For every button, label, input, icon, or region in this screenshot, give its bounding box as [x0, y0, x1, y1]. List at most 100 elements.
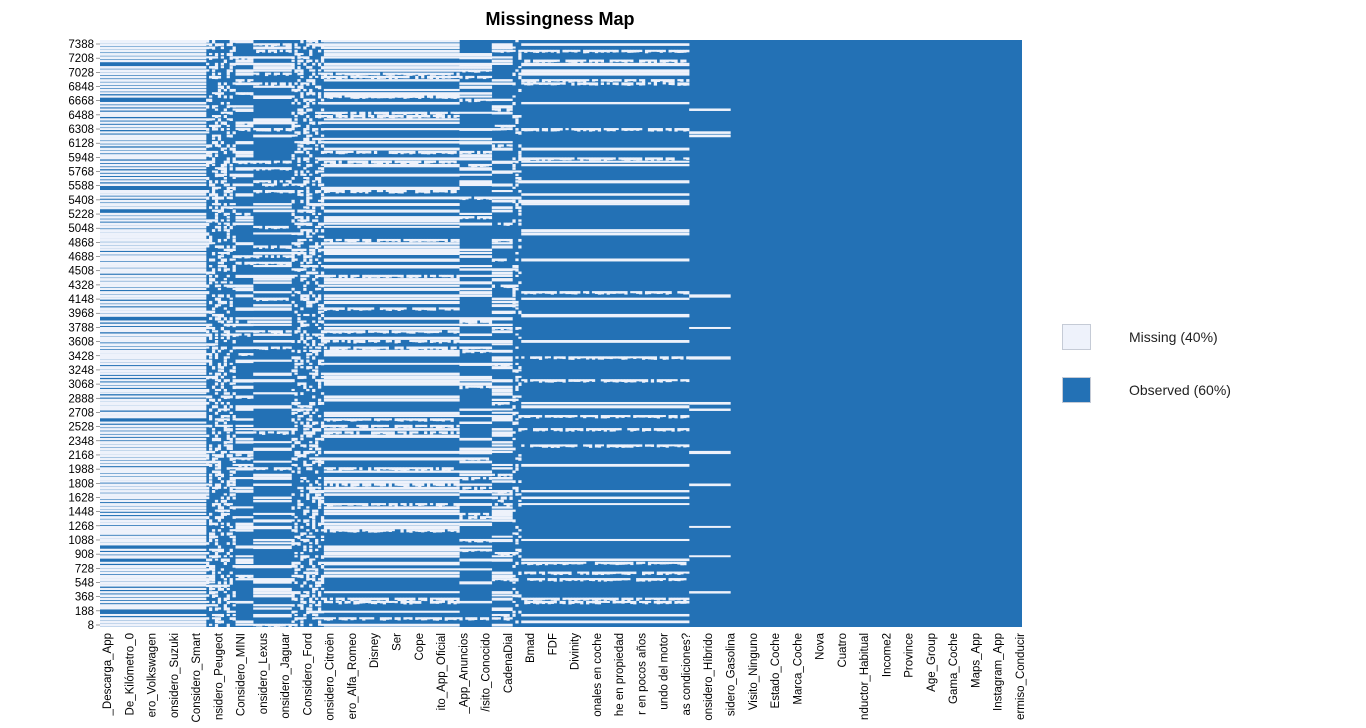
missing-cell — [612, 444, 616, 448]
missing-cell — [618, 600, 622, 604]
missing-cell — [376, 483, 381, 486]
missing-cell — [326, 190, 331, 193]
missing-cell — [594, 597, 599, 602]
missing-band — [303, 167, 307, 170]
missing-cell — [426, 72, 431, 75]
y-tick-label: 6668 — [68, 96, 94, 108]
missing-band — [226, 245, 230, 249]
missing-cell — [300, 532, 304, 536]
missing-band — [211, 600, 216, 604]
missing-band — [323, 284, 460, 287]
missing-cell — [235, 92, 239, 95]
missing-cell — [612, 49, 616, 53]
missing-cell — [385, 529, 389, 532]
missing-band — [208, 206, 213, 209]
missing-band — [312, 558, 316, 561]
missing-band — [300, 558, 304, 561]
missing-band — [100, 600, 207, 604]
missing-cell — [615, 128, 619, 131]
missing-cell — [270, 225, 275, 229]
missing-cell — [253, 160, 257, 164]
missing-band — [309, 623, 313, 627]
missing-cell — [211, 398, 216, 402]
missing-cell — [365, 307, 369, 311]
missing-cell — [665, 444, 669, 448]
missing-band — [217, 418, 222, 422]
missing-band — [294, 170, 298, 174]
missing-cell — [379, 95, 384, 99]
missing-cell — [591, 157, 596, 161]
missing-cell — [412, 346, 416, 351]
missing-cell — [494, 617, 498, 620]
missing-cell — [256, 346, 260, 350]
missing-cell — [424, 330, 428, 334]
missing-cell — [220, 366, 225, 369]
missing-band — [317, 604, 322, 607]
missing-band — [100, 212, 207, 216]
missing-cell — [671, 597, 675, 601]
missing-cell — [603, 157, 607, 161]
missing-cell — [615, 291, 619, 294]
missing-band — [232, 418, 236, 421]
missing-band — [208, 512, 213, 516]
missing-cell — [574, 428, 578, 431]
missing-cell — [397, 160, 401, 163]
missing-cell — [668, 600, 672, 604]
missing-cell — [415, 617, 419, 620]
missing-cell — [347, 150, 351, 154]
missing-band — [297, 66, 301, 70]
missing-band — [315, 131, 319, 135]
missing-band — [253, 118, 292, 122]
missing-band — [317, 398, 322, 402]
missing-cell — [468, 346, 472, 349]
missing-cell — [300, 92, 304, 96]
missing-band — [521, 613, 690, 617]
missing-cell — [329, 238, 334, 243]
missing-cell — [459, 538, 463, 542]
missing-cell — [238, 463, 242, 468]
missing-band — [317, 95, 322, 99]
missing-cell — [382, 115, 387, 118]
missing-cell — [424, 340, 428, 343]
missing-cell — [474, 538, 478, 543]
missing-cell — [509, 578, 513, 582]
missing-cell — [300, 108, 304, 112]
missing-cell — [509, 238, 513, 243]
missing-cell — [562, 79, 566, 83]
missing-cell — [421, 190, 425, 193]
missing-cell — [400, 72, 404, 75]
missing-band — [512, 46, 516, 49]
missing-band — [518, 219, 522, 222]
missing-cell — [518, 88, 522, 93]
missing-cell — [583, 578, 587, 581]
missing-band — [300, 574, 304, 579]
missing-band — [253, 304, 292, 307]
missing-band — [300, 444, 304, 447]
missing-cell — [256, 190, 260, 194]
missing-band — [100, 131, 207, 134]
missing-cell — [229, 163, 233, 167]
y-tick-label: 7388 — [68, 39, 94, 51]
missing-cell — [338, 274, 342, 279]
missing-band — [491, 392, 513, 396]
missing-cell — [388, 617, 392, 620]
missing-cell — [465, 476, 469, 481]
missing-band — [232, 287, 236, 290]
missing-band — [312, 40, 316, 43]
missing-cell — [335, 150, 339, 154]
missing-band — [223, 222, 227, 225]
missing-cell — [388, 467, 392, 470]
missing-cell — [365, 238, 369, 243]
missing-cell — [353, 238, 357, 243]
missing-band — [220, 415, 225, 419]
missing-band — [297, 313, 301, 317]
missing-band — [297, 519, 301, 522]
missing-cell — [591, 356, 596, 360]
missing-cell — [647, 59, 652, 64]
missing-band — [226, 503, 230, 507]
missing-cell — [270, 330, 275, 334]
y-tick-label: 4148 — [68, 294, 94, 306]
missing-band — [317, 190, 322, 193]
x-tick-label: Cuatro — [837, 633, 849, 668]
missing-band — [100, 581, 207, 585]
